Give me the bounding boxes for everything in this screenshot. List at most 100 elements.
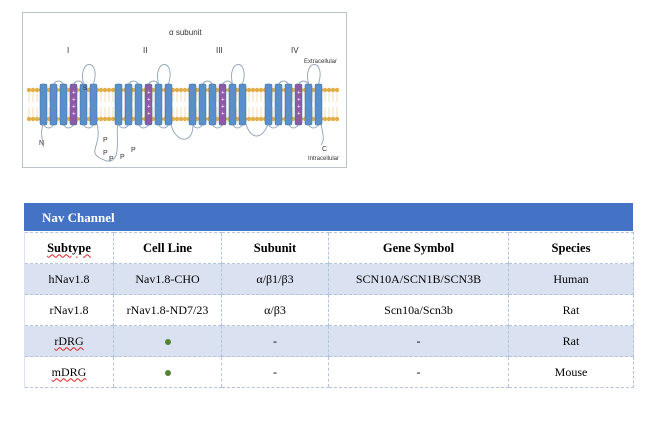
charge-mark: + <box>72 104 76 110</box>
charge-mark: + <box>297 97 301 103</box>
transmembrane-helix <box>89 83 98 126</box>
table-header-row: Subtype Cell Line Subunit Gene Symbol Sp… <box>24 232 634 264</box>
lipid-head <box>110 87 116 93</box>
cell-gene-symbol: Scn10a/Scn3b <box>328 294 509 326</box>
lipid-head <box>98 87 104 93</box>
helix-loop <box>202 80 213 85</box>
transmembrane-helix <box>164 83 173 126</box>
lipid-head <box>106 116 112 122</box>
lipid-head <box>254 116 260 122</box>
cell-gene-symbol: - <box>328 356 509 388</box>
phospho-label: P <box>131 147 136 154</box>
phospho-label: P <box>103 137 108 144</box>
helix-loop <box>268 124 279 129</box>
header-subtype: Subtype <box>24 232 114 264</box>
phospho-label: P <box>103 150 108 157</box>
lipid-head <box>322 87 328 93</box>
cell-subunit: α/β1/β3 <box>221 263 329 295</box>
charge-mark: + <box>72 97 76 103</box>
c-terminus-label: C <box>322 146 328 153</box>
lipid-head <box>326 116 332 122</box>
s-label: S <box>83 86 88 92</box>
domain-label-ii: II <box>143 46 148 55</box>
helix-loop <box>158 124 169 129</box>
helix-loop <box>63 124 74 129</box>
cell-cell-line <box>113 325 222 357</box>
transmembrane-helix <box>198 83 207 126</box>
lipid-head <box>98 116 104 122</box>
table-row: rDRG - - Rat <box>24 325 634 357</box>
table-row: rNav1.8 rNav1.8-ND7/23 α/β3 Scn10a/Scn3b… <box>24 294 634 326</box>
lipid-head <box>258 87 264 93</box>
helix-loop <box>212 124 223 129</box>
lipid-head <box>246 116 252 122</box>
available-marker-icon <box>164 338 171 345</box>
lipid-head <box>334 87 340 93</box>
cell-species: Rat <box>508 325 634 357</box>
cell-subtype: hNav1.8 <box>24 263 114 295</box>
helix-loop <box>192 124 203 129</box>
helix-loop <box>148 80 159 85</box>
transmembrane-helix <box>274 83 283 126</box>
transmembrane-helix <box>284 83 293 126</box>
lipid-head <box>178 87 184 93</box>
charge-mark: + <box>147 104 151 110</box>
helix-loop <box>83 124 94 129</box>
transmembrane-helix <box>264 83 273 126</box>
charge-mark: + <box>147 90 151 96</box>
cell-species: Human <box>508 263 634 295</box>
lipid-head <box>322 116 328 122</box>
n-terminus-tail <box>41 123 44 148</box>
phospho-label: P <box>109 156 114 163</box>
transmembrane-helix <box>59 83 68 126</box>
transmembrane-helix <box>154 83 163 126</box>
lipid-head <box>34 87 40 93</box>
cell-subtype: rNav1.8 <box>24 294 114 326</box>
transmembrane-helix <box>228 83 237 126</box>
nav-channel-topology-diagram: + + + + + + + + + + + + + + + + α subunit I II III IV E… <box>22 12 347 168</box>
charge-mark: + <box>221 90 225 96</box>
lipid-head <box>246 87 252 93</box>
pore-loop <box>82 64 96 85</box>
cell-species: Mouse <box>508 356 634 388</box>
lipid-head <box>26 116 32 122</box>
charge-mark: + <box>221 111 225 117</box>
header-gene-symbol: Gene Symbol <box>328 232 509 264</box>
charge-mark: + <box>297 111 301 117</box>
domain-label-i: I <box>67 46 70 55</box>
cell-subtype-text: rDRG <box>54 333 84 348</box>
c-terminus-tail <box>320 123 324 146</box>
cell-subunit: - <box>221 325 329 357</box>
domain-label-iv: IV <box>291 46 299 55</box>
cell-subunit: - <box>221 356 329 388</box>
lipid-head <box>34 116 40 122</box>
domain-linker <box>245 123 269 137</box>
transmembrane-helix <box>39 83 48 126</box>
lipid-head <box>250 116 256 122</box>
lipid-head <box>106 87 112 93</box>
cell-cell-line: rNav1.8-ND7/23 <box>113 294 222 326</box>
lipid-head <box>330 87 336 93</box>
transmembrane-helix <box>134 83 143 126</box>
table-row: hNav1.8 Nav1.8-CHO α/β1/β3 SCN10A/SCN1B/… <box>24 263 634 295</box>
lipid-head <box>178 116 184 122</box>
helix-loop <box>138 124 149 129</box>
lipid-head <box>30 116 36 122</box>
header-subunit: Subunit <box>221 232 329 264</box>
transmembrane-helix <box>238 83 247 126</box>
helix-loop <box>222 80 233 85</box>
membrane-topology-svg: ++++++++++++++++ <box>26 64 340 162</box>
helix-loop <box>73 80 84 85</box>
charge-mark: + <box>147 97 151 103</box>
helix-loop <box>278 80 289 85</box>
transmembrane-helix <box>49 83 58 126</box>
domain-linker <box>94 123 119 162</box>
table-title: Nav Channel <box>24 203 633 232</box>
helix-loop <box>53 80 64 85</box>
pore-loop <box>307 64 321 85</box>
lipid-head <box>102 87 108 93</box>
lipid-head <box>26 87 32 93</box>
lipid-head <box>258 116 264 122</box>
nav-channel-table: Subtype Cell Line Subunit Gene Symbol Sp… <box>24 232 634 388</box>
intracellular-label: Intracellular <box>308 156 340 162</box>
